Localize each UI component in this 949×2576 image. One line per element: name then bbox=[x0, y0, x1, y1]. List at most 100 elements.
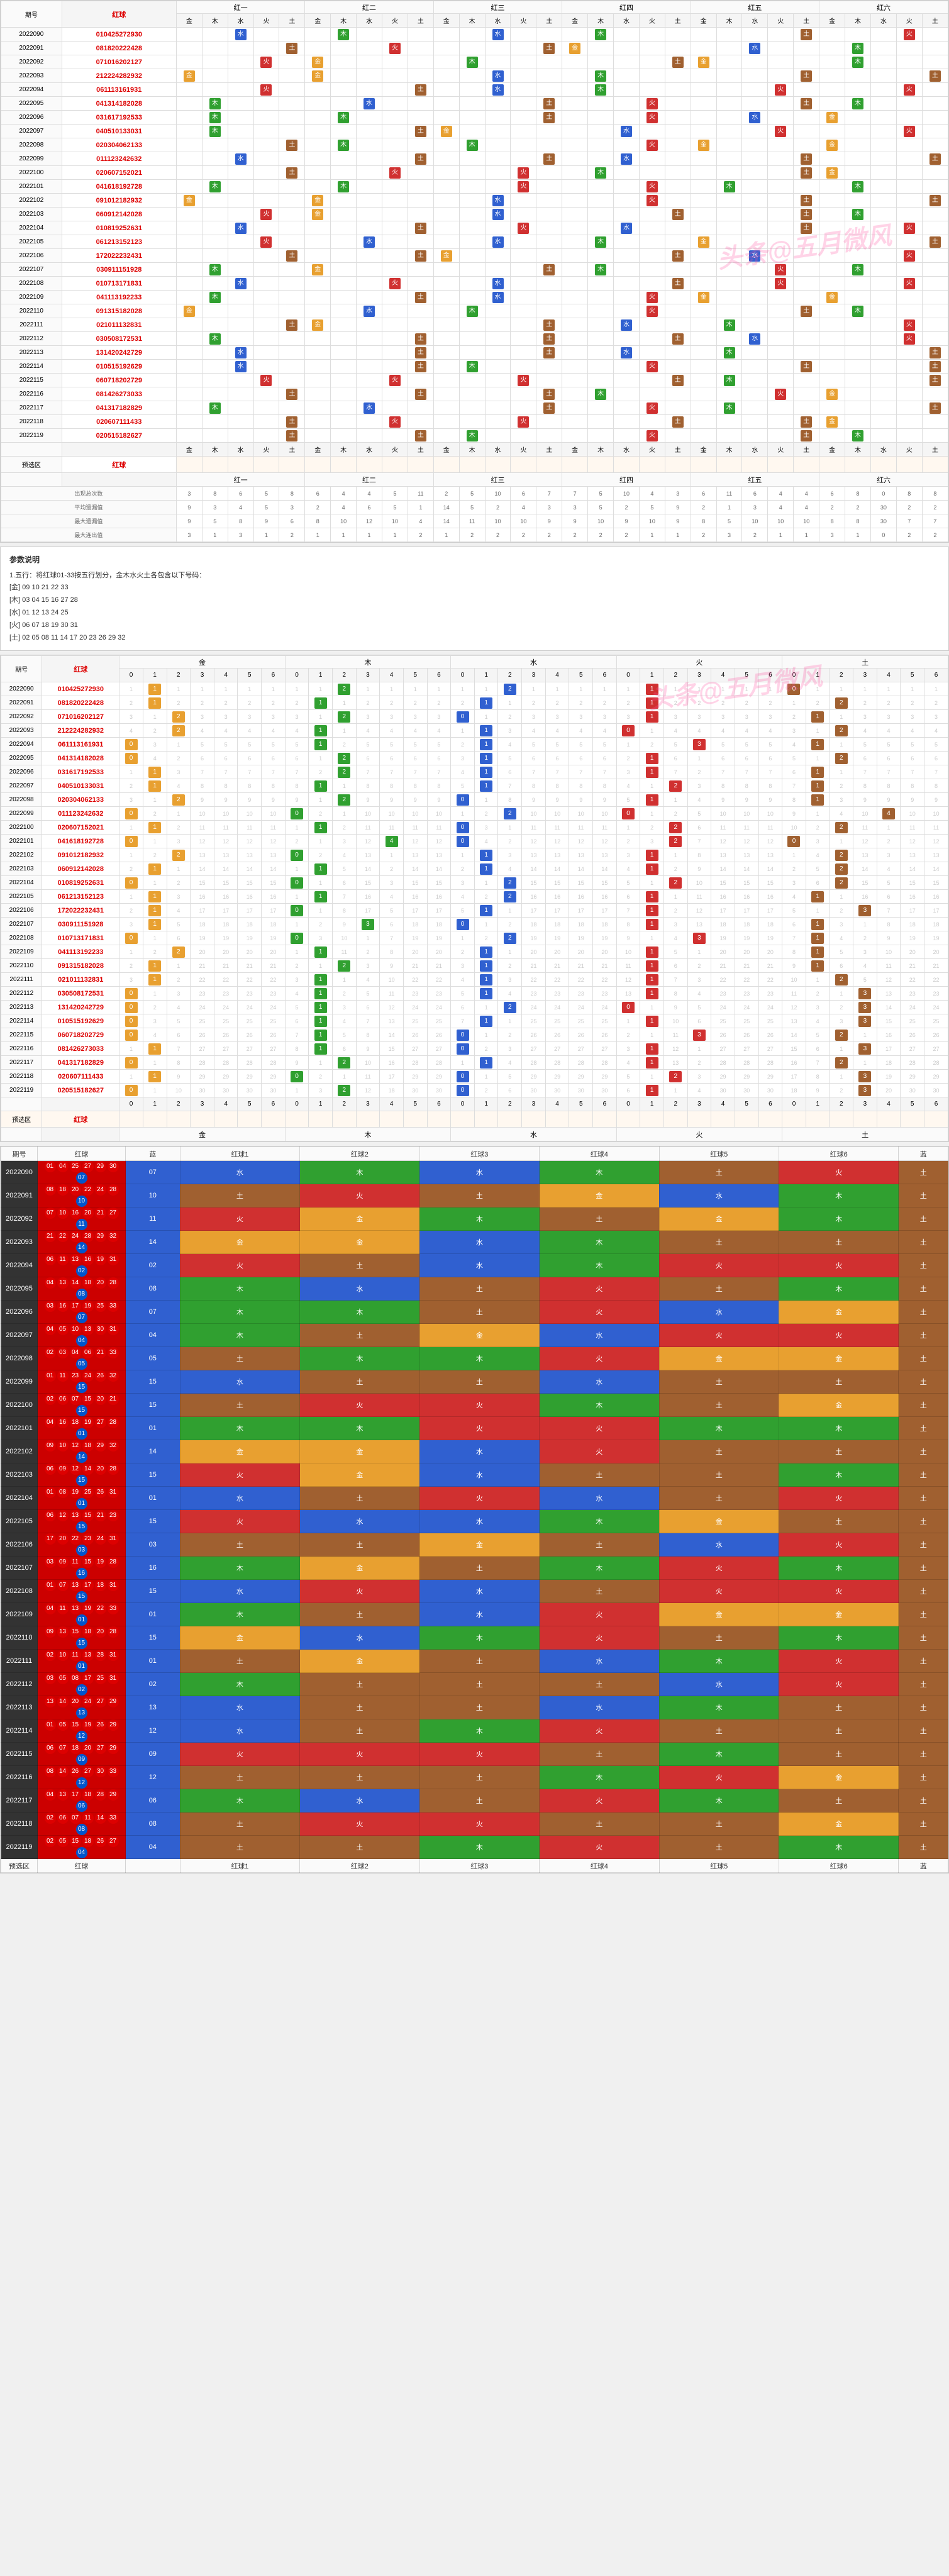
t2-sel-cell[interactable] bbox=[427, 1111, 451, 1128]
t2-miss: 17 bbox=[711, 904, 735, 918]
t2-sel-cell[interactable] bbox=[119, 1111, 143, 1128]
t2-miss: 1 bbox=[806, 807, 830, 821]
t2-miss: 23 bbox=[545, 987, 569, 1001]
t1-sel-red[interactable]: 红球 bbox=[62, 457, 176, 473]
t1-hit: 木 bbox=[588, 263, 614, 277]
t1-sel-cell[interactable] bbox=[433, 457, 459, 473]
t2-miss: 2 bbox=[143, 724, 167, 738]
t1-issue: 2022095 bbox=[1, 97, 62, 111]
t1-sel-cell[interactable] bbox=[691, 457, 716, 473]
t3-elem: 木 bbox=[779, 1557, 898, 1580]
t2-sel-cell[interactable] bbox=[238, 1111, 262, 1128]
t1-sel-cell[interactable] bbox=[870, 457, 896, 473]
t1-sel-cell[interactable] bbox=[459, 457, 485, 473]
t1-sel-cell[interactable] bbox=[819, 457, 845, 473]
t1-sel-cell[interactable] bbox=[922, 457, 948, 473]
t2-miss: 26 bbox=[901, 1028, 924, 1042]
t1-sel-cell[interactable] bbox=[305, 457, 331, 473]
t2-sel-cell[interactable] bbox=[830, 1111, 853, 1128]
t2-sel-cell[interactable] bbox=[663, 1111, 687, 1128]
t1-sel-cell[interactable] bbox=[794, 457, 819, 473]
red-ball: 17 bbox=[70, 1789, 81, 1801]
t1-miss bbox=[382, 360, 408, 374]
t3-balls: 08142627303312 bbox=[38, 1766, 126, 1789]
t2-sel-cell[interactable] bbox=[403, 1111, 427, 1128]
t2-sel-cell[interactable] bbox=[167, 1111, 191, 1128]
t2-sel-cell[interactable] bbox=[735, 1111, 758, 1128]
t2-sel-cell[interactable] bbox=[356, 1111, 380, 1128]
t1-sel-cell[interactable] bbox=[408, 457, 433, 473]
t3-sel-red[interactable]: 红球 bbox=[38, 1859, 126, 1873]
t2-sel-cell[interactable] bbox=[593, 1111, 617, 1128]
t1-hit: 金 bbox=[433, 125, 459, 138]
t2-miss: 3 bbox=[356, 710, 380, 724]
t1-sel-cell[interactable] bbox=[614, 457, 640, 473]
t1-sel-cell[interactable] bbox=[896, 457, 922, 473]
t1-miss bbox=[511, 28, 536, 42]
t1-elem-h2: 土 bbox=[536, 443, 562, 457]
t1-miss bbox=[228, 429, 253, 443]
t1-sel-cell[interactable] bbox=[768, 457, 794, 473]
t2-sel-cell[interactable] bbox=[191, 1111, 214, 1128]
t2-miss: 27 bbox=[593, 1042, 617, 1056]
t2-sel-cell[interactable] bbox=[285, 1111, 309, 1128]
t2-sel-cell[interactable] bbox=[640, 1111, 664, 1128]
t1-elem-h: 水 bbox=[614, 14, 640, 28]
t1-sel-cell[interactable] bbox=[485, 457, 511, 473]
t1-sel-cell[interactable] bbox=[665, 457, 691, 473]
t1-sel-cell[interactable] bbox=[331, 457, 357, 473]
t1-sel-cell[interactable] bbox=[562, 457, 588, 473]
t1-sel-cell[interactable] bbox=[845, 457, 871, 473]
t2-sel-cell[interactable] bbox=[901, 1111, 924, 1128]
t3-elem: 水 bbox=[419, 1231, 539, 1254]
t1-miss bbox=[665, 318, 691, 332]
t1-stat-v: 12 bbox=[357, 514, 382, 528]
t2-sel-red[interactable]: 红球 bbox=[42, 1111, 119, 1128]
t1-sel-cell[interactable] bbox=[536, 457, 562, 473]
t1-stat-v: 2 bbox=[922, 528, 948, 542]
t1-sel-cell[interactable] bbox=[639, 457, 665, 473]
t1-sel-cell[interactable] bbox=[253, 457, 279, 473]
t1-sel-cell[interactable] bbox=[357, 457, 382, 473]
red-ball: 32 bbox=[108, 1370, 119, 1382]
t2-sel-cell[interactable] bbox=[616, 1111, 640, 1128]
t1-sel-cell[interactable] bbox=[716, 457, 742, 473]
t1-miss bbox=[279, 374, 305, 387]
t1-sel-cell[interactable] bbox=[742, 457, 768, 473]
t2-sel-cell[interactable] bbox=[806, 1111, 830, 1128]
t1-sel-cell[interactable] bbox=[382, 457, 408, 473]
t2-sel-cell[interactable] bbox=[214, 1111, 238, 1128]
t1-sel-cell[interactable] bbox=[202, 457, 228, 473]
t2-sel-cell[interactable] bbox=[687, 1111, 711, 1128]
t2-sel-cell[interactable] bbox=[545, 1111, 569, 1128]
t1-sel-cell[interactable] bbox=[588, 457, 614, 473]
t2-sel-cell[interactable] bbox=[853, 1111, 877, 1128]
t2-sel-cell[interactable] bbox=[522, 1111, 546, 1128]
red-ball: 11 bbox=[82, 1813, 94, 1824]
t2-sel-cell[interactable] bbox=[143, 1111, 167, 1128]
t1-sel-cell[interactable] bbox=[176, 457, 202, 473]
t2-sel-cell[interactable] bbox=[333, 1111, 357, 1128]
t1-sel-cell[interactable] bbox=[279, 457, 305, 473]
t2-sel-cell[interactable] bbox=[309, 1111, 333, 1128]
t1-stat-v: 5 bbox=[639, 501, 665, 514]
t2-sel-cell[interactable] bbox=[924, 1111, 948, 1128]
t1-sel-cell[interactable] bbox=[511, 457, 536, 473]
t3-elem: 土 bbox=[300, 1836, 419, 1859]
t1-miss bbox=[742, 415, 768, 429]
t2-sel-cell[interactable] bbox=[782, 1111, 806, 1128]
t2-sel-cell[interactable] bbox=[758, 1111, 782, 1128]
t2-sel-cell[interactable] bbox=[711, 1111, 735, 1128]
t2-reds: 030911151928 bbox=[42, 918, 119, 931]
t2-sel-cell[interactable] bbox=[474, 1111, 498, 1128]
t2-sel-cell[interactable] bbox=[569, 1111, 593, 1128]
t2-miss: 3 bbox=[522, 710, 546, 724]
t2-sel-cell[interactable] bbox=[451, 1111, 475, 1128]
t2-sel-cell[interactable] bbox=[877, 1111, 901, 1128]
t2-sel-cell[interactable] bbox=[498, 1111, 522, 1128]
t1-sel-cell[interactable] bbox=[228, 457, 253, 473]
t2-sel-cell[interactable] bbox=[262, 1111, 286, 1128]
red-ball: 17 bbox=[70, 1301, 81, 1312]
t1-hit: 火 bbox=[511, 415, 536, 429]
t2-sel-cell[interactable] bbox=[380, 1111, 404, 1128]
